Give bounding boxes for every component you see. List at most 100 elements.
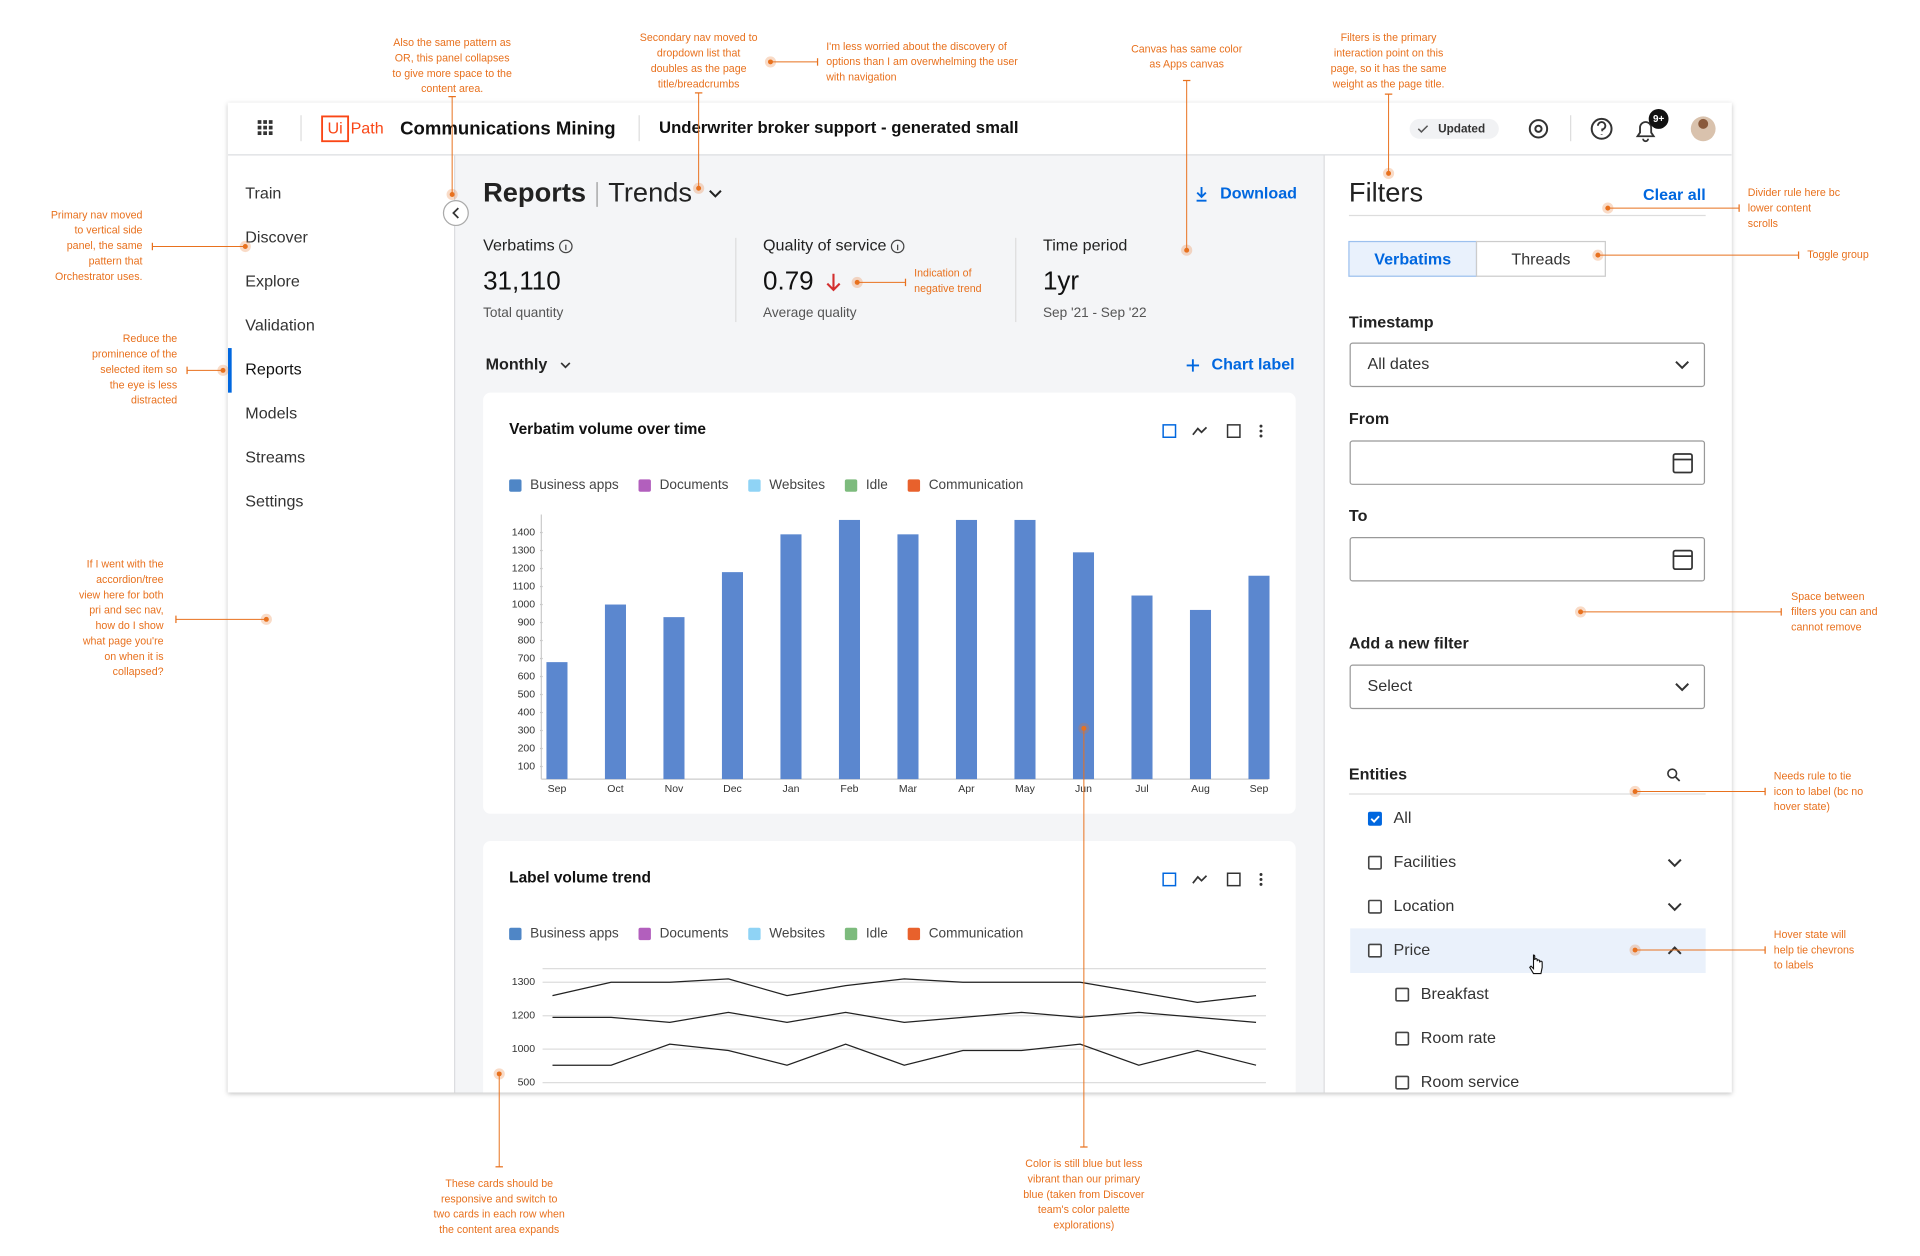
field-box[interactable] xyxy=(1349,440,1706,485)
checkbox[interactable] xyxy=(1367,899,1382,914)
checkbox[interactable] xyxy=(1395,1031,1410,1046)
field-box[interactable] xyxy=(1349,342,1706,388)
nav-item[interactable]: Models xyxy=(245,405,297,423)
period-select[interactable]: Monthly xyxy=(486,356,548,374)
bell-icon[interactable] xyxy=(1635,121,1656,143)
y-tick-label: 1400 xyxy=(512,526,536,538)
nav-item[interactable]: Settings xyxy=(245,493,303,511)
series-line xyxy=(552,1011,1257,1024)
annotation-text: Space between xyxy=(1791,591,1864,603)
legend-swatch xyxy=(748,927,761,941)
field-box[interactable] xyxy=(1349,664,1706,710)
checkbox[interactable] xyxy=(1395,987,1410,1002)
nav-item[interactable]: Streams xyxy=(245,449,305,467)
x-tick-label: Sep xyxy=(1250,783,1269,795)
field-box[interactable] xyxy=(1349,536,1706,582)
y-tick-label: 1000 xyxy=(512,1043,536,1055)
field-value: Select xyxy=(1368,677,1413,695)
expand-chevron[interactable] xyxy=(1667,858,1682,868)
checkbox[interactable] xyxy=(1367,943,1382,958)
more-dot[interactable] xyxy=(1259,873,1263,876)
checkbox[interactable] xyxy=(1367,811,1382,826)
page-view[interactable]: Trends xyxy=(608,177,692,208)
annotation-text: view here for both xyxy=(79,589,164,601)
annotation-text: options than I am overwhelming the user xyxy=(826,56,1018,68)
annotation-text: to labels xyxy=(1774,960,1814,972)
y-tick-label: 500 xyxy=(518,688,536,700)
more-dot[interactable] xyxy=(1259,882,1263,886)
nav-item[interactable]: Reports xyxy=(245,361,301,379)
legend-label: Websites xyxy=(769,926,825,941)
annotation-text: collapsed? xyxy=(113,666,164,678)
logo-path: Path xyxy=(351,120,384,138)
download-icon[interactable] xyxy=(1196,187,1207,202)
annotation-text: doubles as the page xyxy=(651,63,747,75)
annotation-text: responsive and switch to xyxy=(441,1193,558,1205)
apps-grid-icon[interactable] xyxy=(257,120,273,136)
legend-label: Business apps xyxy=(530,477,619,492)
checkbox[interactable] xyxy=(1367,855,1382,870)
legend-swatch xyxy=(844,479,858,492)
line-view-icon[interactable] xyxy=(1192,426,1208,436)
expand-icon[interactable] xyxy=(1226,872,1241,887)
more-dot[interactable] xyxy=(1259,877,1263,881)
metric-label: Quality of service xyxy=(763,237,886,255)
annotation-text: OR, this panel collapses xyxy=(395,53,510,65)
bar xyxy=(546,662,568,780)
period-chevron[interactable] xyxy=(560,362,571,369)
more-dot[interactable] xyxy=(1259,434,1263,438)
line-view-icon[interactable] xyxy=(1192,875,1208,884)
annotation-dot xyxy=(1081,725,1087,731)
annotation-text: Indication of xyxy=(914,268,971,280)
bar xyxy=(1014,519,1036,780)
nav-item[interactable]: Train xyxy=(245,185,281,203)
field-chevron[interactable] xyxy=(1675,683,1690,692)
bar-view-icon[interactable] xyxy=(1162,424,1177,438)
more-dot[interactable] xyxy=(1259,429,1263,433)
annotation-dot xyxy=(220,367,226,373)
bar-view-icon[interactable] xyxy=(1162,872,1177,887)
checkbox[interactable] xyxy=(1395,1075,1410,1090)
annotation-text: content area. xyxy=(421,83,483,95)
annotation-text: blue (taken from Discover xyxy=(1023,1189,1145,1201)
nav-item[interactable]: Validation xyxy=(245,317,315,335)
download-link[interactable]: Download xyxy=(1220,185,1297,203)
chart-label-link[interactable]: Chart label xyxy=(1211,356,1294,374)
nav-item[interactable]: Explore xyxy=(245,273,300,291)
clear-all[interactable]: Clear all xyxy=(1643,186,1706,204)
collapse-button[interactable] xyxy=(442,200,469,227)
field-chevron[interactable] xyxy=(1675,360,1690,370)
y-tick-label: 1200 xyxy=(512,562,536,574)
series-line xyxy=(552,978,1257,1003)
y-tick-label: 400 xyxy=(518,706,536,718)
annotation-text: title/breadcrumbs xyxy=(658,78,740,90)
nav-item[interactable]: Discover xyxy=(245,229,308,247)
calendar-icon[interactable] xyxy=(1672,549,1693,571)
entity-label: Location xyxy=(1394,897,1455,915)
more-dot[interactable] xyxy=(1259,424,1263,428)
help-icon[interactable] xyxy=(1590,117,1613,140)
field-label: Timestamp xyxy=(1349,314,1434,332)
y-tick-label: 1300 xyxy=(512,976,536,988)
search-icon[interactable] xyxy=(1667,768,1678,779)
collapse-chevron[interactable] xyxy=(1667,946,1682,955)
metric-caption: Sep '21 - Sep '22 xyxy=(1043,305,1147,320)
expand-icon[interactable] xyxy=(1226,424,1241,438)
calendar-icon[interactable] xyxy=(1672,453,1693,474)
y-tick-label: 1300 xyxy=(512,544,536,556)
settings-icon[interactable] xyxy=(1528,119,1549,139)
field-label: From xyxy=(1349,410,1389,428)
product-name: Communications Mining xyxy=(400,117,616,138)
view-chevron[interactable] xyxy=(709,190,722,198)
metric-value: 0.79 xyxy=(763,265,814,295)
annotations: Also the same pattern as OR, this panel c… xyxy=(51,32,1878,1236)
y-tick-label: 1100 xyxy=(513,580,536,592)
annotation-dot xyxy=(1578,609,1584,615)
info-icon xyxy=(890,239,905,254)
y-tick-label: 500 xyxy=(518,1076,536,1088)
expand-chevron[interactable] xyxy=(1667,902,1682,912)
legend-swatch xyxy=(748,479,761,492)
plus-icon[interactable] xyxy=(1186,359,1200,372)
toggle-option[interactable] xyxy=(1475,240,1606,277)
annotation-text: team's color palette xyxy=(1038,1204,1130,1216)
